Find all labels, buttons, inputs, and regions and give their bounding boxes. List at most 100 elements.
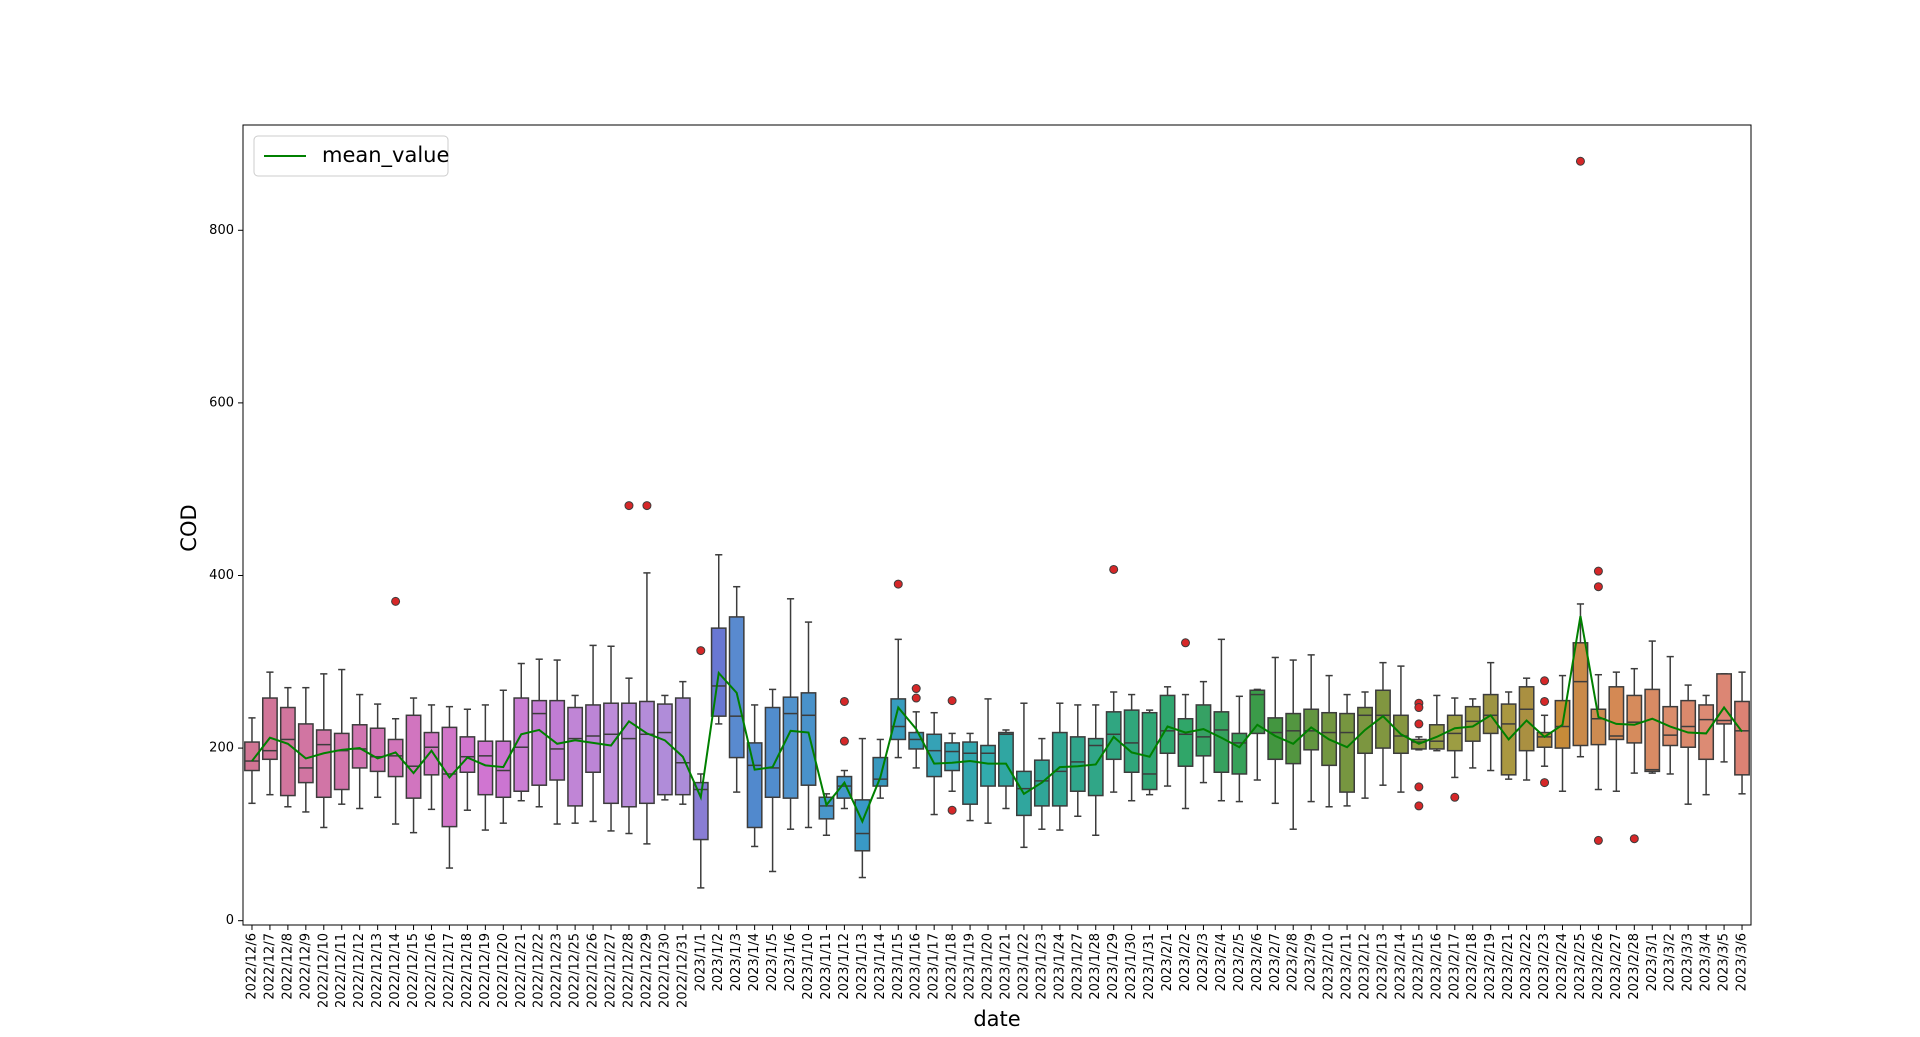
box: [1303, 708, 1320, 751]
box-group: [1572, 156, 1589, 758]
box: [980, 744, 996, 787]
box-group: [890, 579, 907, 759]
x-tick-label: 2022/12/14: [388, 933, 403, 1008]
box-group: [1482, 661, 1499, 772]
box: [405, 714, 422, 799]
box-group: [998, 729, 1014, 810]
box-group: [1069, 704, 1086, 818]
x-tick-label: 2022/12/7: [262, 933, 277, 1000]
x-tick-label: 2023/1/15: [891, 933, 906, 1000]
box: [621, 702, 637, 808]
x-axis-label: date: [973, 1007, 1020, 1031]
box-group: [1464, 698, 1481, 769]
box-group: [764, 688, 781, 873]
x-tick-label: 2023/1/21: [998, 933, 1013, 1000]
box: [1572, 642, 1589, 747]
box-group: [1608, 671, 1625, 792]
y-tick-label: 600: [209, 395, 234, 410]
box-group: [1662, 655, 1679, 775]
x-tick-label: 2023/2/28: [1627, 933, 1642, 1000]
x-tick-label: 2023/2/14: [1393, 933, 1408, 1000]
x-tick-label: 2023/2/12: [1358, 933, 1373, 1000]
box-group: [818, 793, 835, 836]
x-tick-label: 2022/12/16: [424, 933, 439, 1008]
box-group: [495, 689, 512, 824]
box: [1069, 736, 1086, 792]
box: [1536, 731, 1553, 748]
box: [333, 732, 350, 791]
box-group: [926, 711, 943, 816]
box-group: [962, 732, 979, 822]
box: [423, 731, 440, 776]
box-group: [297, 686, 314, 813]
box-group: [459, 708, 476, 811]
box-group: [1105, 564, 1122, 793]
box: [1680, 699, 1697, 748]
box-group: [1231, 695, 1248, 803]
outlier: [947, 696, 957, 706]
x-tick-label: 2023/1/24: [1052, 933, 1067, 1000]
box: [638, 700, 655, 805]
outlier: [696, 646, 706, 656]
x-tick-label: 2023/2/16: [1429, 933, 1444, 1000]
outlier: [624, 501, 634, 511]
outlier: [1629, 834, 1639, 844]
x-tick-label: 2023/2/25: [1573, 933, 1588, 1000]
x-tick-label: 2023/1/23: [1034, 933, 1049, 1000]
x-tick-label: 2023/1/10: [801, 933, 816, 1000]
y-tick-label: 400: [209, 568, 234, 583]
box-group: [1590, 566, 1607, 845]
box-group: [908, 684, 925, 769]
x-tick-label: 2022/12/21: [514, 933, 529, 1008]
box-group: [603, 645, 619, 832]
outlier: [839, 696, 849, 706]
box-group: [405, 697, 422, 834]
x-tick-label: 2022/12/30: [657, 933, 672, 1008]
y-tick-label: 800: [209, 223, 234, 238]
outlier: [1540, 676, 1550, 686]
x-tick-label: 2023/2/26: [1591, 933, 1606, 1000]
box-group: [387, 596, 404, 825]
x-tick-label: 2023/2/18: [1465, 933, 1480, 1000]
box: [782, 696, 799, 799]
x-tick-label: 2023/1/12: [837, 933, 852, 1000]
box-group: [531, 658, 548, 808]
box-group: [1518, 677, 1535, 781]
box-group: [656, 694, 673, 801]
box-group: [1626, 667, 1643, 844]
x-tick-label: 2023/1/18: [945, 933, 960, 1000]
outlier: [911, 693, 921, 703]
box-group: [513, 662, 530, 802]
mean-line: [251, 615, 1743, 824]
x-tick-label: 2023/1/13: [855, 933, 870, 1000]
x-tick-label: 2023/1/31: [1142, 933, 1157, 1000]
x-tick-label: 2023/3/3: [1681, 933, 1696, 991]
box-group: [1410, 698, 1427, 811]
box-group: [1446, 697, 1463, 802]
box: [1051, 731, 1068, 807]
x-tick-label: 2023/3/6: [1735, 933, 1750, 991]
x-tick-label: 2023/1/16: [909, 933, 924, 1000]
x-tick-label: 2023/3/1: [1645, 933, 1660, 991]
x-tick-label: 2022/12/18: [460, 933, 475, 1008]
x-tick-label: 2023/2/10: [1322, 933, 1337, 1000]
x-tick-label: 2022/12/26: [586, 933, 601, 1008]
outlier: [1593, 582, 1603, 592]
box-group: [674, 680, 691, 805]
box-group: [369, 703, 386, 799]
box: [477, 740, 494, 796]
x-tick-label: 2023/1/28: [1088, 933, 1103, 1000]
box-group: [1428, 694, 1445, 752]
legend-label: mean_value: [322, 143, 449, 168]
y-tick-label: 200: [209, 741, 234, 756]
box-group: [1015, 702, 1032, 849]
box: [764, 706, 781, 799]
x-tick-label: 2022/12/27: [604, 933, 619, 1008]
box: [1123, 709, 1140, 773]
box: [1464, 705, 1481, 742]
box-group: [1267, 656, 1284, 805]
box: [369, 727, 386, 773]
x-tick-label: 2022/12/25: [568, 933, 583, 1008]
x-tick-label: 2023/1/1: [693, 933, 708, 991]
box-group: [1339, 693, 1356, 807]
